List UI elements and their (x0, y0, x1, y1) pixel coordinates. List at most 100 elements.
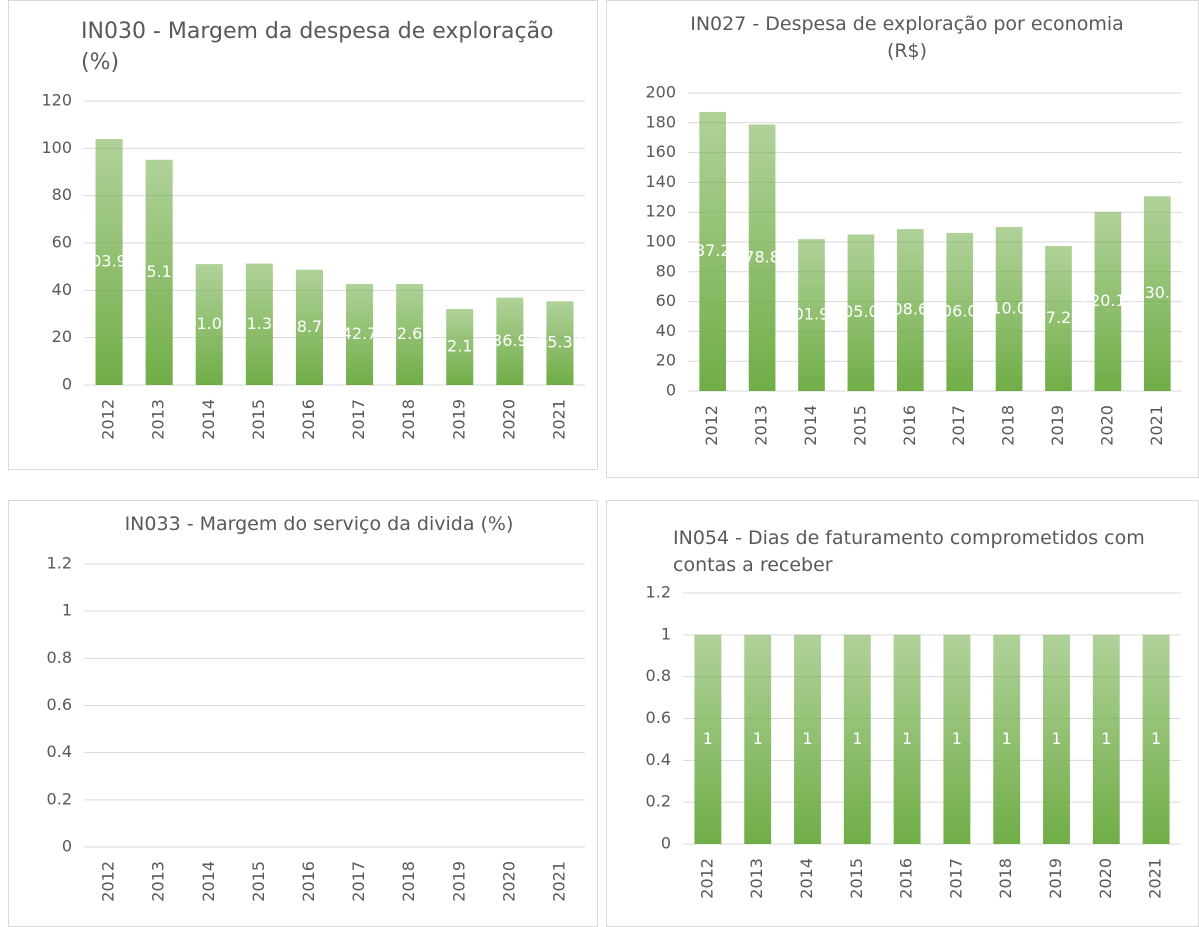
x-tick-label: 2020 (1097, 405, 1116, 446)
chart-panel: 0 20 40 60 80 100 120 2012 103.94 2013 95.16 2014 51… (8, 0, 598, 470)
x-tick-label: 2015 (249, 399, 268, 440)
x-tick-label: 2019 (1046, 858, 1065, 899)
bar (1045, 246, 1072, 391)
y-tick-label: 80 (52, 185, 72, 204)
chart-title: IN033 - Margem do serviço da divida (%) (124, 513, 514, 535)
y-tick-label: 20 (52, 327, 72, 346)
data-label: 32.14 (437, 336, 483, 355)
bar (1142, 634, 1170, 844)
chart-title: IN030 - Margem da despesa de exploração … (81, 19, 554, 75)
bar (396, 284, 424, 385)
x-tick-label: 2020 (499, 861, 518, 902)
data-label: 1 (952, 729, 962, 748)
chart-panel: 0 0.2 0.4 0.6 0.8 1 1.2 2012 1 2013 1 2014 1 2015 1 201… (606, 500, 1199, 927)
data-label: 97.28 (1036, 308, 1082, 327)
x-tick-label: 2018 (399, 861, 418, 902)
y-tick-label: 0.4 (47, 742, 72, 761)
y-tick-label: 60 (656, 291, 676, 310)
x-tick-label: 2021 (549, 399, 568, 440)
y-tick-label: 20 (656, 351, 676, 370)
data-label: 110.09 (981, 298, 1037, 317)
x-tick-label: 2014 (199, 399, 218, 440)
bar (893, 634, 921, 844)
data-label: 187.28 (685, 241, 741, 260)
y-tick-label: 100 (41, 138, 72, 157)
chart: 0 0.2 0.4 0.6 0.8 1 1.2 2012 1 2013 1 2014 1 2015 1 201… (646, 583, 1181, 899)
bar (1143, 196, 1171, 391)
y-tick-label: 0.2 (646, 792, 671, 811)
data-label: 51.08 (186, 314, 232, 333)
y-tick-label: 160 (645, 142, 676, 161)
x-tick-label: 2013 (149, 861, 168, 902)
bar (195, 264, 223, 385)
y-tick-label: 120 (41, 91, 72, 110)
x-tick-label: 2012 (697, 858, 716, 899)
data-label: 108.67 (882, 300, 938, 319)
bar (896, 229, 924, 391)
y-tick-label: 1.2 (646, 583, 671, 602)
data-label: 101.92 (784, 305, 840, 324)
bar (1043, 634, 1070, 844)
x-tick-label: 2020 (499, 399, 518, 440)
data-label: 120.15 (1080, 291, 1136, 310)
x-tick-label: 2021 (1147, 405, 1166, 446)
y-tick-label: 40 (52, 280, 72, 299)
bar (496, 297, 524, 385)
chart-panel: 0 0.2 0.4 0.6 0.8 1 1.2 2012 2013 2014 2015 2016 201… (8, 500, 598, 927)
x-tick-label: 2016 (897, 858, 916, 899)
x-tick-label: 2020 (1096, 858, 1115, 899)
x-tick-label: 2021 (1146, 858, 1165, 899)
y-tick-label: 40 (656, 321, 676, 340)
data-label: 1 (852, 729, 862, 748)
data-label: 1 (1151, 729, 1161, 748)
bar (145, 159, 173, 385)
bar (295, 269, 323, 385)
y-tick-label: 0.4 (646, 750, 671, 769)
chart: 0 20 40 60 80 100 120 2012 103.94 2013 95.16 2014 51… (41, 91, 585, 440)
bar (699, 111, 727, 392)
y-tick-label: 0.8 (47, 648, 72, 667)
bar (993, 634, 1021, 844)
y-tick-label: 1 (62, 601, 72, 620)
data-label: 42.7 (342, 324, 378, 343)
y-tick-label: 100 (645, 232, 676, 251)
bar (744, 634, 772, 844)
y-tick-label: 0.8 (646, 666, 671, 685)
x-tick-label: 2012 (702, 405, 721, 446)
x-tick-label: 2016 (299, 861, 318, 902)
x-tick-label: 2013 (747, 858, 766, 899)
data-label: 1 (753, 729, 763, 748)
bar (798, 239, 825, 391)
data-label: 1 (1002, 729, 1012, 748)
data-label: 103.94 (81, 252, 137, 271)
x-tick-label: 2018 (399, 399, 418, 440)
x-tick-label: 2016 (299, 399, 318, 440)
chart-title: IN027 - Despesa de exploração por econom… (690, 13, 1124, 62)
chart: 0 20 40 60 80 100 120 140 160 180 200 2012 187.28 201… (645, 83, 1182, 446)
x-tick-label: 2013 (149, 399, 168, 440)
data-label: 106.07 (932, 301, 988, 320)
y-tick-label: 180 (645, 112, 676, 131)
x-tick-label: 2019 (449, 399, 468, 440)
x-tick-label: 2021 (549, 861, 568, 902)
bar (1092, 634, 1120, 844)
data-label: 95.16 (136, 262, 182, 281)
y-tick-label: 120 (645, 202, 676, 221)
x-tick-label: 2014 (199, 861, 218, 902)
y-tick-label: 0 (62, 375, 72, 394)
y-tick-label: 0 (661, 834, 671, 853)
bar (794, 634, 821, 844)
y-tick-label: 0 (62, 837, 72, 856)
x-tick-label: 2017 (349, 861, 368, 902)
data-label: 1 (902, 729, 912, 748)
y-tick-label: 0.6 (47, 695, 72, 714)
x-tick-label: 2014 (801, 405, 820, 446)
data-label: 1 (1101, 729, 1111, 748)
x-tick-label: 2017 (349, 399, 368, 440)
bar (1094, 211, 1122, 391)
data-label: 48.73 (287, 317, 333, 336)
data-label: 1 (703, 729, 713, 748)
bar (546, 301, 574, 385)
y-tick-label: 80 (656, 261, 676, 280)
x-tick-label: 2015 (850, 405, 869, 446)
